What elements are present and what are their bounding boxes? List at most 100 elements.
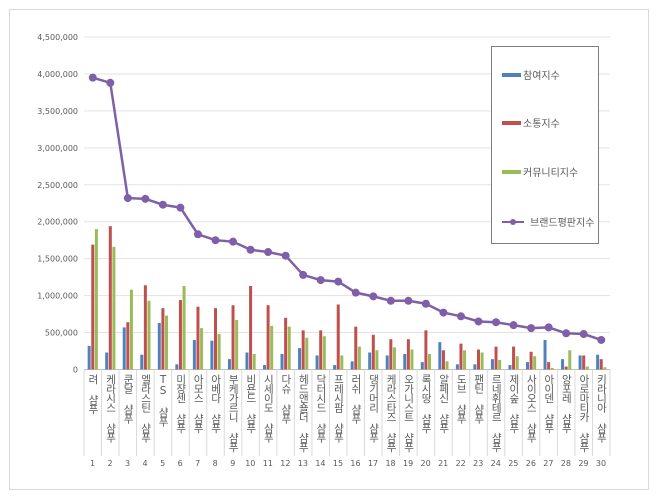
bar-참여지수 bbox=[227, 359, 231, 370]
point-브랜드평판지수 bbox=[386, 296, 395, 305]
bar-소통지수 bbox=[406, 339, 410, 370]
point-브랜드평판지수 bbox=[421, 299, 430, 308]
bar-참여지수 bbox=[508, 365, 512, 370]
bar-소통지수 bbox=[196, 306, 200, 370]
rank-label: 18 bbox=[385, 459, 396, 468]
rank-label: 8 bbox=[212, 459, 218, 468]
rank-label: 6 bbox=[177, 459, 183, 468]
legend-label: 참여지수 bbox=[523, 71, 560, 82]
bar-커뮤니티지수 bbox=[147, 300, 151, 370]
bar-소통지수 bbox=[441, 350, 445, 370]
rank-label: 27 bbox=[543, 459, 554, 468]
y-tick-label: 4,500,000 bbox=[37, 33, 78, 42]
point-브랜드평판지수 bbox=[281, 251, 290, 260]
x-tick-label: 쿤달 샴푸 bbox=[122, 374, 135, 423]
y-tick-label: 1,500,000 bbox=[37, 255, 78, 264]
rank-label: 25 bbox=[508, 459, 519, 468]
bar-소통지수 bbox=[319, 330, 323, 370]
bar-참여지수 bbox=[175, 364, 179, 370]
bar-소통지수 bbox=[494, 346, 498, 370]
x-tick-label: 비욘드 샴푸 bbox=[244, 374, 257, 433]
bar-참여지수 bbox=[455, 364, 459, 370]
bar-참여지수 bbox=[526, 362, 529, 370]
bar-커뮤니티지수 bbox=[182, 286, 186, 370]
rank-label: 21 bbox=[438, 459, 449, 468]
x-tick-label: 아로마티카 샴푸 bbox=[577, 374, 590, 452]
bar-커뮤니티지수 bbox=[550, 368, 554, 370]
x-tick-label: 아이덴 샴푸 bbox=[542, 374, 555, 433]
x-tick-label: 미쟝센 샴푸 bbox=[174, 374, 187, 433]
legend-swatch bbox=[502, 169, 521, 174]
bar-참여지수 bbox=[596, 354, 600, 370]
rank-label: 10 bbox=[245, 459, 256, 468]
point-브랜드평판지수 bbox=[316, 276, 325, 285]
x-tick-label: 러쉬 샴푸 bbox=[350, 374, 362, 423]
bar-참여지수 bbox=[490, 359, 494, 370]
legend-item: 브랜드평판지수 bbox=[502, 214, 594, 229]
x-tick-label: 르네휘테르 샴푸 bbox=[490, 374, 503, 452]
legend-swatch bbox=[502, 120, 521, 125]
x-tick-label: 팬틴 샴푸 bbox=[472, 374, 485, 423]
point-브랜드평판지수 bbox=[439, 308, 448, 317]
point-브랜드평판지수 bbox=[158, 200, 167, 209]
bar-참여지수 bbox=[333, 365, 337, 370]
point-브랜드평판지수 bbox=[106, 78, 115, 87]
bar-커뮤니티지수 bbox=[498, 359, 502, 370]
x-tick-label: 시세이도 샴푸 bbox=[262, 374, 275, 442]
bar-커뮤니티지수 bbox=[340, 355, 344, 370]
rank-label: 5 bbox=[160, 459, 166, 468]
bar-참여지수 bbox=[298, 348, 302, 370]
x-tick-label: 프레시팜 샴푸 bbox=[332, 374, 345, 442]
x-tick-label: 도브 샴푸 bbox=[455, 374, 468, 423]
rank-label: 16 bbox=[350, 459, 361, 468]
rank-label: 3 bbox=[125, 459, 131, 468]
bar-커뮤니티지수 bbox=[129, 289, 133, 370]
chart-frame bbox=[9, 9, 649, 490]
rank-label: 1 bbox=[89, 459, 96, 468]
rank-label: 9 bbox=[230, 459, 236, 468]
point-브랜드평판지수 bbox=[246, 245, 255, 254]
legend-label: 브랜드평판지수 bbox=[530, 218, 595, 229]
point-브랜드평판지수 bbox=[527, 324, 536, 333]
rank-label: 7 bbox=[195, 459, 201, 468]
bar-소통지수 bbox=[512, 346, 516, 370]
x-tick-label: TS 샴푸 bbox=[157, 374, 170, 426]
point-브랜드평판지수 bbox=[404, 296, 413, 305]
bar-참여지수 bbox=[368, 352, 372, 370]
bar-커뮤니티지수 bbox=[445, 361, 449, 370]
bar-소통지수 bbox=[284, 317, 288, 370]
bar-참여지수 bbox=[473, 364, 477, 370]
x-tick-label: 사이오스 샴푸 bbox=[525, 374, 538, 442]
bar-참여지수 bbox=[438, 342, 442, 370]
legend-swatch bbox=[502, 217, 524, 227]
y-tick-label: 3,500,000 bbox=[37, 107, 78, 116]
x-tick-label: 오가니스트 샴푸 bbox=[402, 374, 415, 452]
bar-참여지수 bbox=[87, 345, 91, 370]
bar-커뮤니티지수 bbox=[200, 328, 204, 370]
rank-label: 20 bbox=[420, 459, 431, 468]
bar-참여지수 bbox=[122, 327, 126, 370]
bar-커뮤니티지수 bbox=[322, 336, 326, 370]
x-tick-label: 엘라스틴 샴푸 bbox=[139, 374, 152, 442]
bar-소통지수 bbox=[143, 285, 147, 370]
bar-소통지수 bbox=[301, 330, 305, 370]
x-tick-label: 다슈 샴푸 bbox=[279, 374, 292, 423]
bar-참여지수 bbox=[140, 354, 144, 370]
legend-label: 커뮤니티지수 bbox=[523, 168, 579, 179]
bar-소통지수 bbox=[108, 226, 112, 370]
bar-커뮤니티지수 bbox=[428, 353, 431, 370]
x-tick-label: 닥터시드 샴푸 bbox=[314, 374, 327, 442]
bar-커뮤니티지수 bbox=[165, 315, 168, 370]
bar-참여지수 bbox=[385, 355, 389, 370]
bar-소통지수 bbox=[336, 304, 340, 370]
x-tick-label: 알페신 샴푸 bbox=[437, 374, 450, 433]
bar-커뮤니티지수 bbox=[270, 325, 274, 370]
bar-커뮤니티지수 bbox=[375, 350, 379, 370]
rank-label: 19 bbox=[403, 459, 414, 468]
bar-커뮤니티지수 bbox=[252, 353, 256, 370]
legend-label: 소통지수 bbox=[523, 119, 560, 130]
x-tick-label: 부케가르니 샴푸 bbox=[227, 374, 240, 452]
bar-커뮤니티지수 bbox=[392, 347, 396, 370]
legend-item: 커뮤니티지수 bbox=[502, 164, 578, 179]
rank-label: 28 bbox=[560, 459, 571, 468]
